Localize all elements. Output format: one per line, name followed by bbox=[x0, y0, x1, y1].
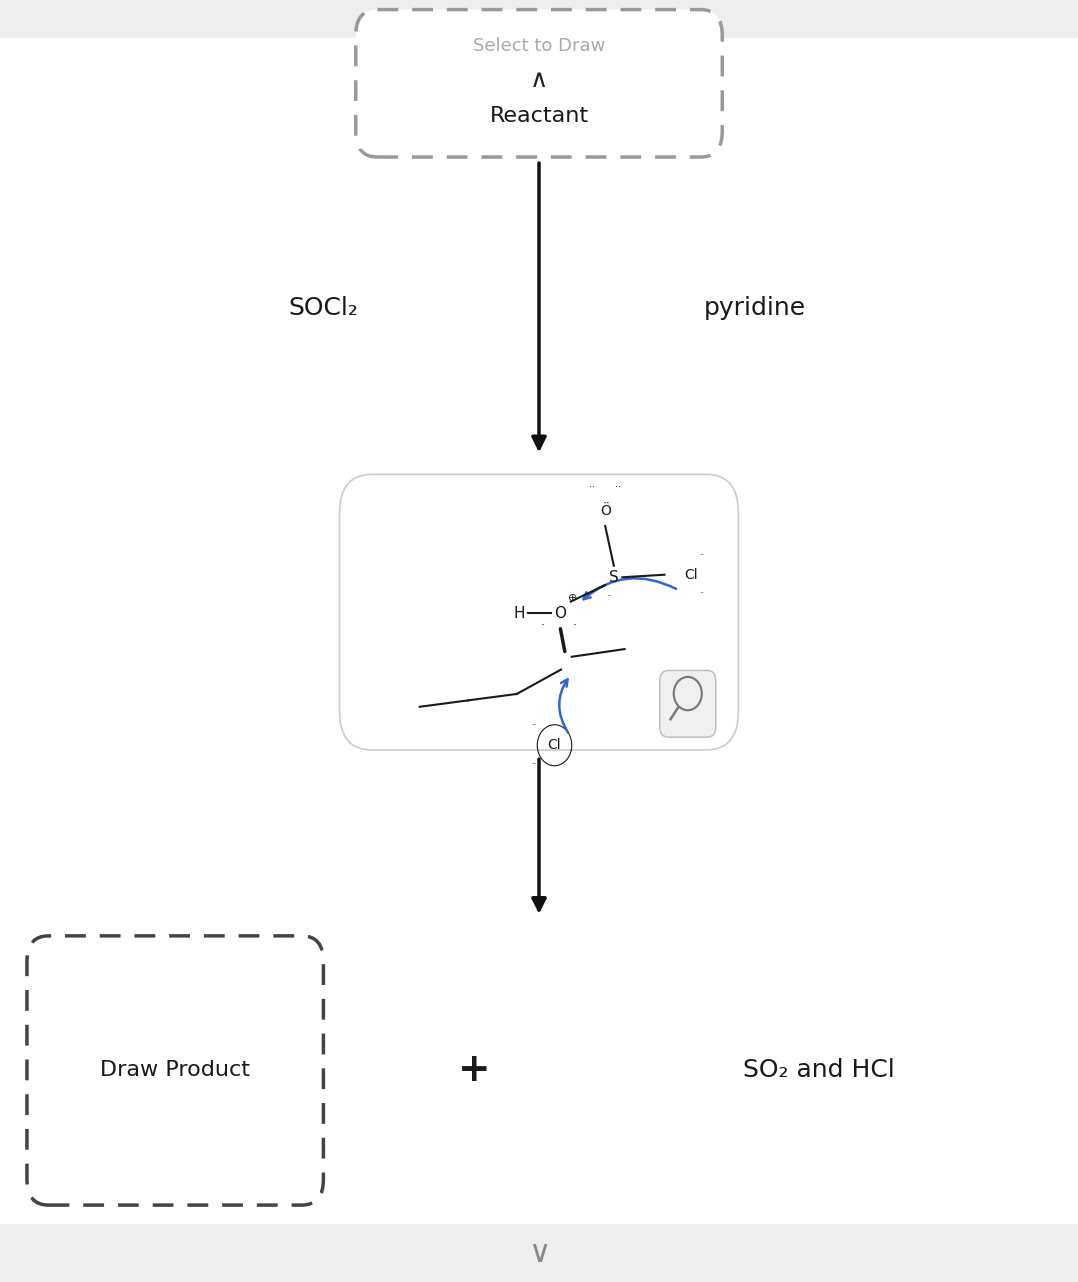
Text: Cl: Cl bbox=[548, 738, 562, 753]
Text: ··: ·· bbox=[531, 722, 537, 731]
Text: ··: ·· bbox=[700, 551, 705, 560]
Text: ··: ·· bbox=[616, 482, 621, 492]
Text: ··: ·· bbox=[531, 760, 537, 769]
Text: O: O bbox=[554, 605, 566, 620]
Text: ·: · bbox=[573, 619, 577, 632]
Text: ∨: ∨ bbox=[528, 1240, 550, 1268]
Text: Reactant: Reactant bbox=[489, 105, 589, 126]
Text: ··: ·· bbox=[700, 590, 705, 599]
FancyBboxPatch shape bbox=[0, 1224, 1078, 1282]
Text: H: H bbox=[513, 605, 525, 620]
Text: Draw Product: Draw Product bbox=[100, 1060, 250, 1081]
Text: SOCl₂: SOCl₂ bbox=[289, 296, 358, 319]
FancyBboxPatch shape bbox=[356, 10, 722, 158]
Text: SO₂ and HCl: SO₂ and HCl bbox=[744, 1059, 895, 1082]
Text: Ö: Ö bbox=[599, 504, 610, 518]
Text: pyridine: pyridine bbox=[704, 296, 805, 319]
Text: ⊕: ⊕ bbox=[568, 592, 578, 603]
Text: Select to Draw: Select to Draw bbox=[473, 37, 605, 55]
Text: +: + bbox=[458, 1051, 490, 1090]
Text: ·: · bbox=[541, 619, 544, 632]
Text: Cl: Cl bbox=[683, 568, 697, 582]
FancyArrowPatch shape bbox=[583, 578, 676, 599]
Text: ∧: ∧ bbox=[530, 68, 548, 92]
Text: ··: ·· bbox=[606, 592, 611, 601]
FancyBboxPatch shape bbox=[27, 936, 323, 1205]
FancyBboxPatch shape bbox=[340, 474, 738, 750]
FancyBboxPatch shape bbox=[660, 670, 716, 737]
Text: S: S bbox=[609, 569, 619, 585]
FancyBboxPatch shape bbox=[0, 0, 1078, 38]
Text: ··: ·· bbox=[590, 482, 595, 492]
FancyArrowPatch shape bbox=[559, 679, 568, 732]
